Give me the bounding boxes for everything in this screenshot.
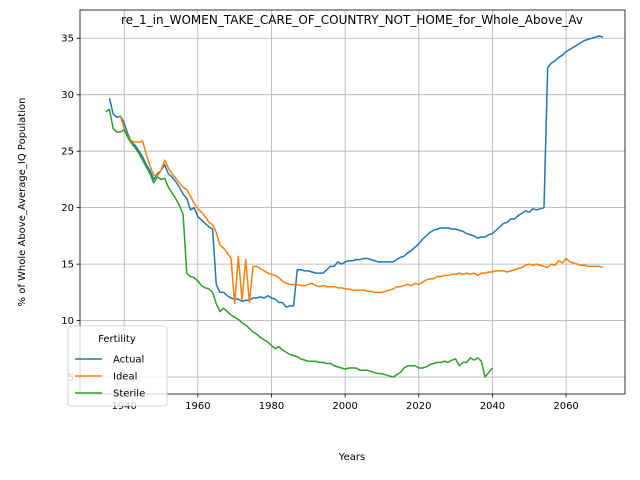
legend-label-ideal: Ideal: [113, 372, 137, 383]
x-tick-label: 2000: [332, 401, 357, 412]
x-axis-label: Years: [338, 452, 365, 463]
legend-title: Fertility: [98, 334, 136, 345]
x-axis-ticks: 1940 1960 1980 2000 2020 2040 2060: [111, 394, 579, 412]
y-tick-label: 35: [61, 34, 74, 45]
legend-label-actual: Actual: [113, 355, 144, 366]
series-line-actual: [108, 35, 604, 308]
x-tick-label: 1980: [259, 401, 284, 412]
plot-frame: [79, 9, 626, 395]
y-tick-label: 25: [61, 147, 74, 158]
chart-title: re_1_in_WOMEN_TAKE_CARE_OF_COUNTRY_NOT_H…: [121, 13, 583, 27]
series-line-ideal: [119, 115, 604, 305]
series-line-sterile: [105, 108, 494, 378]
legend-label-sterile: Sterile: [113, 389, 145, 400]
x-tick-label: 1960: [185, 401, 210, 412]
x-tick-label: 1940: [111, 401, 136, 412]
y-tick-label: 30: [61, 90, 74, 101]
x-tick-label: 2060: [553, 401, 578, 412]
legend-box: [67, 325, 168, 407]
x-tick-label: 2020: [406, 401, 431, 412]
x-tick-label: 2040: [480, 401, 505, 412]
y-tick-label: 10: [61, 316, 74, 327]
legend: Fertility Actual Ideal Sterile: [67, 325, 168, 407]
grid-lines: [80, 10, 625, 394]
series-layer: [105, 35, 604, 378]
y-tick-label: 15: [61, 260, 74, 271]
y-axis-label: % of Whole Above_Average_IQ Population: [17, 98, 28, 307]
y-tick-label: 20: [61, 203, 74, 214]
